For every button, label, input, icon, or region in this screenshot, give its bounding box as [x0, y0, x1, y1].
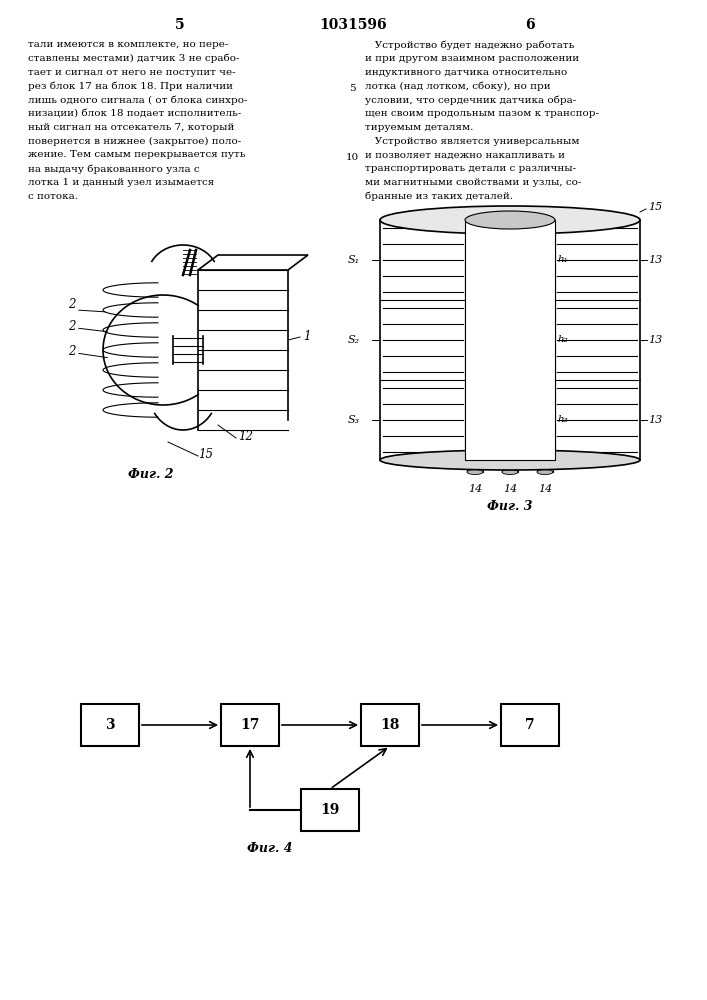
Text: 2: 2	[68, 320, 76, 333]
Text: 2: 2	[68, 345, 76, 358]
Text: 1: 1	[303, 330, 310, 343]
Ellipse shape	[465, 211, 555, 229]
Text: h₃: h₃	[558, 416, 568, 424]
Text: 15: 15	[198, 448, 213, 461]
Ellipse shape	[467, 470, 483, 475]
Text: Фиг. 4: Фиг. 4	[247, 842, 293, 855]
Text: щен своим продольным пазом к транспор-: щен своим продольным пазом к транспор-	[365, 109, 599, 118]
Text: 19: 19	[320, 803, 339, 817]
Text: тали имеются в комплекте, но пере-: тали имеются в комплекте, но пере-	[28, 40, 228, 49]
Text: Устройство является универсальным: Устройство является универсальным	[365, 137, 580, 146]
Bar	[361, 704, 419, 746]
Text: тает и сигнал от него не поступит че-: тает и сигнал от него не поступит че-	[28, 68, 235, 77]
Text: бранные из таких деталей.: бранные из таких деталей.	[365, 192, 513, 201]
Text: 6: 6	[525, 18, 534, 32]
Text: 14: 14	[503, 484, 517, 494]
Text: транспортировать детали с различны-: транспортировать детали с различны-	[365, 164, 576, 173]
Text: 13: 13	[648, 335, 662, 345]
Text: рез блок 17 на блок 18. При наличии: рез блок 17 на блок 18. При наличии	[28, 81, 233, 91]
Text: 17: 17	[240, 718, 259, 732]
Bar	[81, 704, 139, 746]
Text: h₂: h₂	[558, 336, 568, 344]
Text: S₁: S₁	[348, 255, 360, 265]
Text: 13: 13	[648, 415, 662, 425]
Text: и позволяет надежно накапливать и: и позволяет надежно накапливать и	[365, 150, 565, 159]
Text: 10: 10	[346, 153, 358, 162]
Text: 5: 5	[349, 84, 356, 93]
Text: Устройство будет надежно работать: Устройство будет надежно работать	[365, 40, 574, 49]
Text: 2: 2	[68, 298, 76, 311]
Text: 15: 15	[648, 202, 662, 212]
Text: 5: 5	[175, 18, 185, 32]
Text: Фиг. 2: Фиг. 2	[128, 468, 173, 481]
Bar	[502, 460, 518, 472]
Bar	[501, 704, 559, 746]
Text: 14: 14	[538, 484, 552, 494]
Text: тируемым деталям.: тируемым деталям.	[365, 123, 474, 132]
Text: 14: 14	[468, 484, 482, 494]
Text: S₂: S₂	[348, 335, 360, 345]
Text: с потока.: с потока.	[28, 192, 78, 201]
Text: лишь одного сигнала ( от блока синхро-: лишь одного сигнала ( от блока синхро-	[28, 95, 247, 105]
Text: ми магнитными свойствами и узлы, со-: ми магнитными свойствами и узлы, со-	[365, 178, 581, 187]
Text: 12: 12	[238, 430, 253, 443]
Polygon shape	[198, 255, 308, 270]
Text: 18: 18	[380, 718, 399, 732]
Bar	[221, 704, 279, 746]
Text: лотка (над лотком, сбоку), но при: лотка (над лотком, сбоку), но при	[365, 81, 551, 91]
Bar	[467, 460, 483, 472]
Ellipse shape	[537, 470, 553, 475]
Bar	[537, 460, 553, 472]
Text: условии, что сердечник датчика обра-: условии, что сердечник датчика обра-	[365, 95, 576, 105]
Bar	[465, 220, 555, 460]
Ellipse shape	[502, 470, 518, 475]
Text: и при другом взаимном расположении: и при другом взаимном расположении	[365, 54, 579, 63]
Ellipse shape	[380, 450, 640, 470]
Text: Фиг. 3: Фиг. 3	[487, 500, 533, 513]
Text: 3: 3	[105, 718, 115, 732]
Text: лотка 1 и данный узел изымается: лотка 1 и данный узел изымается	[28, 178, 214, 187]
Text: на выдачу бракованного узла с: на выдачу бракованного узла с	[28, 164, 199, 174]
Ellipse shape	[380, 206, 640, 234]
Text: жение. Тем самым перекрывается путь: жение. Тем самым перекрывается путь	[28, 150, 245, 159]
Text: 1031596: 1031596	[319, 18, 387, 32]
Text: низации) блок 18 подает исполнитель-: низации) блок 18 подает исполнитель-	[28, 109, 241, 118]
Text: ставлены местами) датчик 3 не срабо-: ставлены местами) датчик 3 не срабо-	[28, 54, 240, 63]
Text: ный сигнал на отсекатель 7, который: ный сигнал на отсекатель 7, который	[28, 123, 235, 132]
Bar	[301, 789, 359, 831]
Text: индуктивного датчика относительно: индуктивного датчика относительно	[365, 68, 567, 77]
Text: 7: 7	[525, 718, 534, 732]
Text: S₃: S₃	[348, 415, 360, 425]
Text: повернется в нижнее (закрытое) поло-: повернется в нижнее (закрытое) поло-	[28, 137, 241, 146]
Text: h₁: h₁	[558, 255, 568, 264]
Text: 13: 13	[648, 255, 662, 265]
